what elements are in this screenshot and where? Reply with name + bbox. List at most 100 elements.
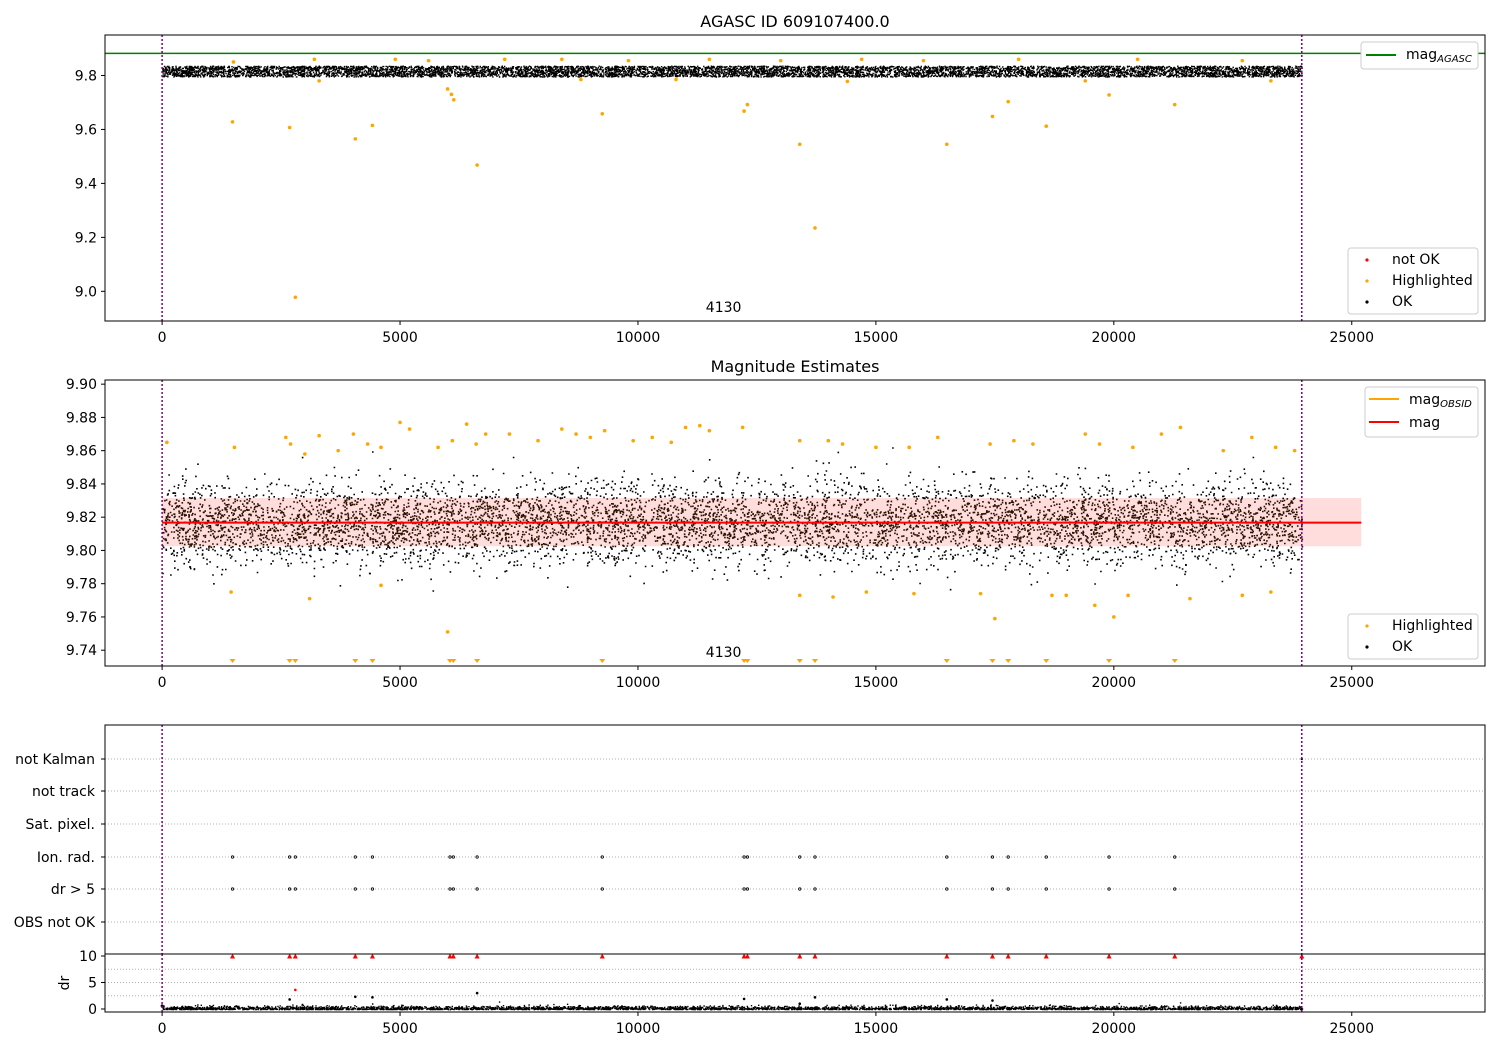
highlighted-point (1178, 425, 1183, 430)
offscale-marker (369, 659, 376, 663)
dr-capped-marker (230, 953, 236, 959)
offscale-marker (811, 659, 818, 663)
obs-count-annotation: 4130 (706, 300, 742, 316)
highlighted-point (740, 425, 745, 430)
highlighted-point (229, 590, 233, 594)
highlighted-point (742, 109, 746, 113)
y-tick-label: 9.6 (75, 122, 97, 138)
highlighted-point (230, 120, 235, 124)
highlighted-point (452, 97, 456, 102)
x-tick-label: 0 (158, 1021, 167, 1037)
highlighted-point (1092, 603, 1097, 608)
y-tick-label: 9.0 (75, 284, 97, 300)
dr5-flag-point (1044, 887, 1048, 891)
offscale-marker (1171, 659, 1178, 663)
ion-rad-flag-point (475, 855, 479, 859)
highlighted-point (859, 57, 864, 62)
x-tick-label: 5000 (382, 675, 418, 691)
legend-label-not-ok: not OK (1392, 252, 1440, 268)
legend-label-agasc: magAGASC (1406, 47, 1472, 65)
offscale-marker (1106, 659, 1113, 663)
dr-point (294, 988, 297, 992)
dr5-flag-point (448, 887, 452, 891)
highlighted-point (990, 114, 995, 119)
highlighted-point (317, 79, 321, 83)
dr-capped-marker (797, 953, 803, 959)
highlighted-point (631, 438, 636, 443)
dr-capped-marker (1043, 953, 1049, 959)
agasc-mag-panel: AGASC ID 609107400.0 0 5000 10000 15000 2000… (75, 12, 1486, 346)
highlighted-point (707, 428, 712, 433)
dr-capped-marker (744, 953, 750, 959)
y-tick-label: 9.80 (66, 543, 97, 559)
highlighted-point (293, 295, 298, 300)
highlighted-point (845, 79, 850, 84)
highlighted-point (365, 442, 370, 446)
highlighted-point (797, 593, 802, 598)
obs-count-annotation: 4130 (706, 645, 742, 661)
plot-frame-flags-dr (104, 724, 1486, 1013)
highlighted-point (683, 425, 688, 430)
legend-label-ok: OK (1392, 639, 1413, 655)
highlighted-point (745, 102, 750, 107)
dr-point (354, 995, 357, 999)
highlighted-point (483, 432, 488, 436)
panel-title-mag-estimates: Magnitude Estimates (711, 357, 880, 376)
highlighted-point (393, 57, 398, 62)
highlighted-point (317, 433, 321, 438)
offscale-marker (943, 659, 950, 663)
legend-label-mag: mag (1409, 415, 1440, 431)
highlighted-point (978, 591, 983, 596)
highlighted-point (288, 442, 293, 446)
ok-points-inner (162, 498, 1304, 548)
dr-point (945, 998, 949, 1001)
dr-capped-marker (447, 953, 453, 959)
highlighted-point (445, 630, 450, 634)
dr-capped-marker (287, 953, 293, 959)
highlighted-point (674, 77, 678, 82)
highlighted-point (864, 590, 869, 594)
highlighted-point (1016, 57, 1021, 62)
highlighted-point (945, 142, 949, 147)
offscale-marker (989, 659, 996, 663)
x-tick-label: 10000 (616, 675, 661, 691)
highlighted-point (1064, 593, 1069, 598)
x-tick-label: 15000 (854, 675, 899, 691)
y-tick-label: 9.4 (75, 176, 97, 192)
dr-capped-marker (352, 953, 358, 959)
offscale-marker (229, 659, 236, 663)
highlighted-point (284, 435, 288, 440)
highlighted-point (912, 591, 916, 596)
offscale-marker (796, 659, 803, 663)
x-tick-label: 20000 (1092, 1021, 1137, 1037)
x-tick-label: 20000 (1092, 330, 1137, 346)
y-tick-label: 9.76 (66, 610, 97, 626)
dr-capped-marker (741, 953, 747, 959)
offscale-marker (450, 659, 457, 663)
highlighted-point (449, 92, 454, 97)
highlighted-point (450, 438, 455, 443)
highlighted-point (1273, 445, 1278, 450)
dr-capped-marker (1106, 953, 1112, 959)
highlighted-point (1006, 99, 1010, 104)
highlighted-point (921, 58, 926, 63)
x-tick-label: 15000 (854, 1021, 899, 1037)
legend-lines: magAGASC (1360, 41, 1479, 70)
category-label: Sat. pixel. (26, 817, 95, 833)
highlighted-point (474, 442, 478, 446)
highlighted-point (1292, 448, 1297, 453)
y-tick-label: 9.86 (66, 444, 97, 460)
highlighted-point (475, 163, 479, 167)
highlighted-point (1240, 593, 1245, 598)
y-tick-label: 9.84 (66, 477, 97, 493)
legend-label-highlighted: Highlighted (1392, 618, 1473, 634)
ion-rad-flag-point (600, 855, 604, 859)
y-tick-label: 9.78 (66, 577, 97, 593)
dr-capped-marker (450, 953, 456, 959)
highlighted-point (1240, 58, 1245, 63)
dr5-flag-point (745, 887, 750, 891)
y-tick-label: 5 (88, 976, 97, 992)
highlighted-point (445, 87, 450, 91)
highlighted-point (650, 435, 655, 440)
dr-ok-points (162, 1001, 1304, 1011)
